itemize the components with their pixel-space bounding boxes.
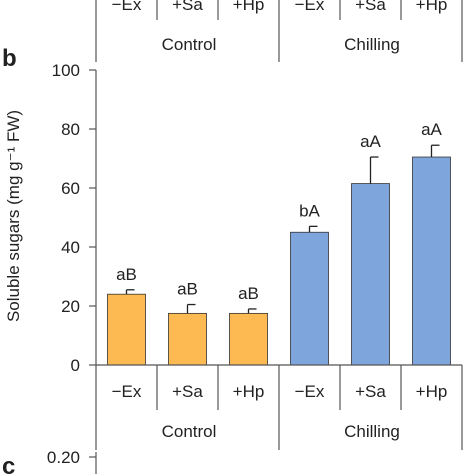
group-label-chilling: Chilling [344,422,400,441]
bar [107,293,146,366]
category-axis: −Ex +Sa +Hp −Ex +Sa +Hp [95,364,463,450]
panel-c-letter: c [2,453,15,474]
panel-a-group-label-chilling: Chilling [344,35,400,54]
bar [412,156,451,366]
panel-a-x-tick-label: +Hp [416,0,448,14]
panel-c-y-tick-label: 0.20 [47,448,80,467]
panel-a-fragment: −Ex +Sa +Hp −Ex +Sa +Hp Control Chilling [95,0,463,62]
data-label: aB [177,280,198,299]
y-tick-label: 80 [61,120,80,139]
panel-b-letter: b [2,45,17,72]
y-axis: 0 20 40 60 80 100 [52,61,97,375]
bars: aB aB aB bA aA aA [107,120,451,366]
y-tick-label: 20 [61,297,80,316]
data-label: aB [238,284,259,303]
x-tick-label: +Hp [416,382,448,401]
x-tick-label: −Ex [112,382,142,401]
data-label: aA [421,120,442,139]
panel-a-x-tick-label: −Ex [112,0,142,14]
y-tick-label: 40 [61,238,80,257]
y-tick-label: 0 [71,356,80,375]
data-label: bA [299,201,320,220]
y-tick-label: 60 [61,179,80,198]
data-label: aB [116,265,137,284]
x-tick-label: +Hp [233,382,265,401]
bar [229,312,268,366]
y-tick-label: 100 [52,61,80,80]
x-tick-label: +Sa [355,382,386,401]
panel-a-x-tick-label: +Hp [233,0,265,14]
x-tick-label: +Sa [172,382,203,401]
x-tick-label: −Ex [295,382,325,401]
group-label-control: Control [162,422,217,441]
panel-a-x-tick-label: +Sa [355,0,386,14]
data-label: aA [360,132,381,151]
bar [351,183,390,366]
panel-a-x-tick-label: +Sa [172,0,203,14]
bar [290,231,329,366]
y-axis-label: Soluble sugars (mg g⁻¹ FW) [4,110,23,322]
panel-a-x-tick-label: −Ex [295,0,325,14]
bar [168,312,207,366]
panel-a-group-label-control: Control [162,35,217,54]
panel-a-category-axis: −Ex +Sa +Hp −Ex +Sa +Hp [95,0,463,62]
